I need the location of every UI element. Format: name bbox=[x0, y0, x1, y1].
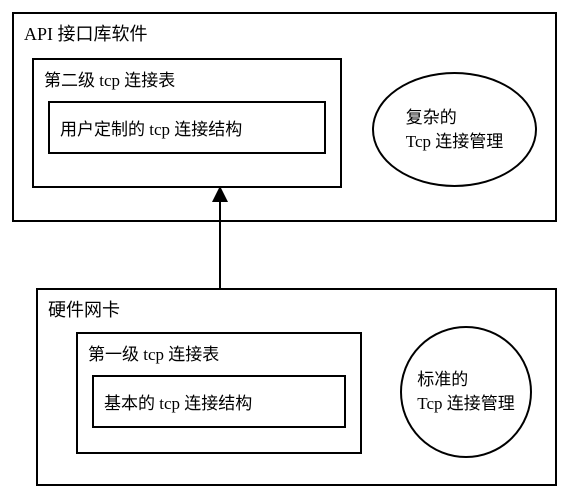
basic-tcp-struct-label: 基本的 tcp 连接结构 bbox=[104, 394, 252, 413]
complex-tcp-mgmt-ellipse: 复杂的 Tcp 连接管理 bbox=[372, 72, 537, 187]
second-level-tcp-table-box: 第二级 tcp 连接表 用户定制的 tcp 连接结构 bbox=[32, 58, 342, 188]
second-level-tcp-table-title: 第二级 tcp 连接表 bbox=[34, 60, 340, 95]
basic-tcp-struct-box: 基本的 tcp 连接结构 bbox=[92, 375, 346, 428]
api-library-title: API 接口库软件 bbox=[14, 14, 555, 50]
hardware-nic-box: 硬件网卡 第一级 tcp 连接表 基本的 tcp 连接结构 标准的 Tcp 连接… bbox=[36, 288, 557, 486]
user-custom-tcp-struct-label: 用户定制的 tcp 连接结构 bbox=[60, 120, 242, 139]
standard-tcp-mgmt-label: 标准的 Tcp 连接管理 bbox=[417, 368, 515, 416]
user-custom-tcp-struct-box: 用户定制的 tcp 连接结构 bbox=[48, 101, 326, 154]
arrow-up-icon bbox=[208, 186, 232, 290]
hardware-nic-title: 硬件网卡 bbox=[38, 290, 555, 326]
standard-tcp-mgmt-circle: 标准的 Tcp 连接管理 bbox=[400, 326, 532, 458]
complex-tcp-mgmt-label: 复杂的 Tcp 连接管理 bbox=[406, 106, 504, 154]
api-library-box: API 接口库软件 第二级 tcp 连接表 用户定制的 tcp 连接结构 复杂的… bbox=[12, 12, 557, 222]
first-level-tcp-table-box: 第一级 tcp 连接表 基本的 tcp 连接结构 bbox=[76, 332, 362, 454]
first-level-tcp-table-title: 第一级 tcp 连接表 bbox=[78, 334, 360, 369]
